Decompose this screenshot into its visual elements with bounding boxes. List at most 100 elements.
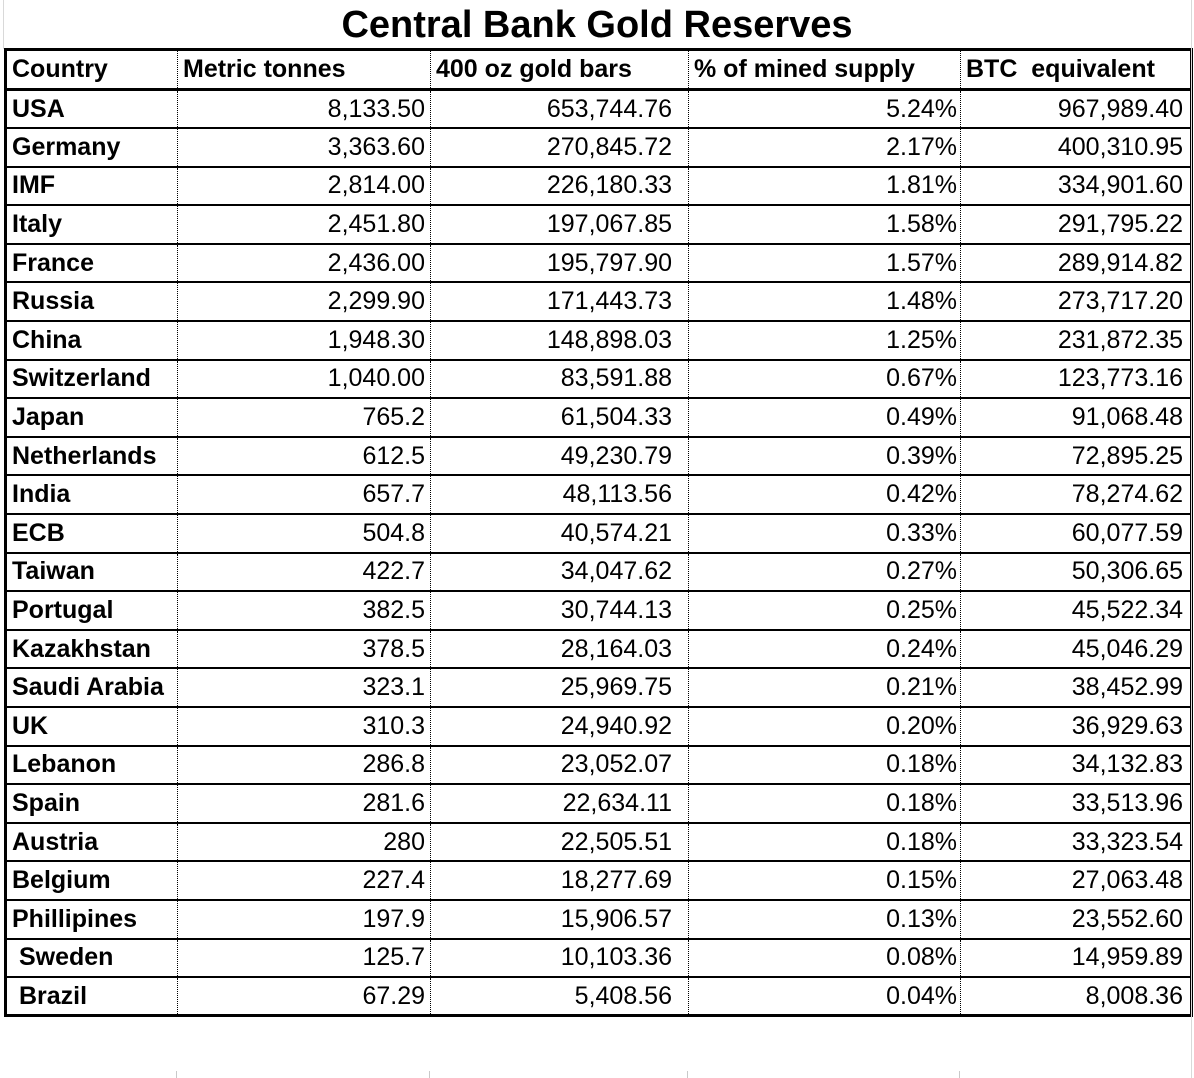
cell-gold-bars: 197,067.85: [430, 204, 689, 245]
cell-gold-bars: 83,591.88: [430, 358, 689, 400]
cell-btc-equivalent: 967,989.40: [960, 88, 1192, 130]
table-row: Phillipines 197.9 15,906.57 0.13% 23,552.60: [5, 898, 1192, 940]
table-row: Taiwan 422.7 34,047.62 0.27% 50,306.65: [5, 551, 1192, 593]
cell-mined-supply: 0.27%: [688, 551, 961, 593]
cell-mined-supply: 0.49%: [688, 397, 961, 438]
col-header-mined-supply: % of mined supply: [688, 48, 961, 91]
cell-mined-supply: 0.39%: [688, 435, 961, 477]
cell-metric-tonnes: 280: [177, 821, 431, 863]
cell-gold-bars: 15,906.57: [430, 898, 689, 940]
cell-mined-supply: 0.04%: [688, 976, 961, 1017]
cell-gold-bars: 270,845.72: [430, 127, 689, 168]
cell-mined-supply: 1.58%: [688, 204, 961, 245]
cell-country: Germany: [5, 127, 178, 168]
cell-metric-tonnes: 378.5: [177, 628, 431, 670]
cell-metric-tonnes: 310.3: [177, 706, 431, 747]
cell-mined-supply: 0.67%: [688, 358, 961, 400]
cell-btc-equivalent: 291,795.22: [960, 204, 1192, 245]
cell-gold-bars: 226,180.33: [430, 165, 689, 207]
table-row: ECB 504.8 40,574.21 0.33% 60,077.59: [5, 513, 1192, 554]
cell-country: Kazakhstan: [5, 628, 178, 670]
cell-btc-equivalent: 289,914.82: [960, 242, 1192, 284]
cell-gold-bars: 10,103.36: [430, 937, 689, 979]
cell-metric-tonnes: 422.7: [177, 551, 431, 593]
cell-gold-bars: 22,634.11: [430, 783, 689, 824]
cell-btc-equivalent: 60,077.59: [960, 513, 1192, 554]
cell-gold-bars: 48,113.56: [430, 474, 689, 516]
spreadsheet-gridline-tick: [176, 1071, 177, 1078]
cell-metric-tonnes: 125.7: [177, 937, 431, 979]
cell-gold-bars: 5,408.56: [430, 976, 689, 1017]
table-row: Switzerland 1,040.00 83,591.88 0.67% 123,773…: [5, 358, 1192, 400]
cell-mined-supply: 0.13%: [688, 898, 961, 940]
cell-btc-equivalent: 91,068.48: [960, 397, 1192, 438]
cell-country: Sweden: [5, 937, 178, 979]
cell-gold-bars: 61,504.33: [430, 397, 689, 438]
cell-btc-equivalent: 123,773.16: [960, 358, 1192, 400]
cell-btc-equivalent: 27,063.48: [960, 860, 1192, 901]
cell-country: Japan: [5, 397, 178, 438]
table-body: USA 8,133.50 653,744.76 5.24% 967,989.40 Germ…: [5, 88, 1192, 1017]
cell-btc-equivalent: 45,046.29: [960, 628, 1192, 670]
cell-mined-supply: 0.24%: [688, 628, 961, 670]
cell-mined-supply: 0.21%: [688, 667, 961, 708]
table-row: Sweden 125.7 10,103.36 0.08% 14,959.89: [5, 937, 1192, 979]
cell-btc-equivalent: 50,306.65: [960, 551, 1192, 593]
cell-gold-bars: 30,744.13: [430, 590, 689, 631]
table-header-row: Country Metric tonnes 400 oz gold bars %…: [5, 48, 1192, 91]
table-row: India 657.7 48,113.56 0.42% 78,274.62: [5, 474, 1192, 516]
spreadsheet-gridline-tick: [959, 1071, 960, 1078]
spreadsheet-gridline-tick: [429, 1071, 430, 1078]
cell-metric-tonnes: 1,948.30: [177, 320, 431, 361]
table-row: Saudi Arabia 323.1 25,969.75 0.21% 38,452.99: [5, 667, 1192, 708]
cell-metric-tonnes: 3,363.60: [177, 127, 431, 168]
cell-metric-tonnes: 323.1: [177, 667, 431, 708]
cell-mined-supply: 1.25%: [688, 320, 961, 361]
table-row: IMF 2,814.00 226,180.33 1.81% 334,901.60: [5, 165, 1192, 207]
cell-btc-equivalent: 78,274.62: [960, 474, 1192, 516]
cell-metric-tonnes: 2,814.00: [177, 165, 431, 207]
cell-metric-tonnes: 67.29: [177, 976, 431, 1017]
cell-gold-bars: 25,969.75: [430, 667, 689, 708]
cell-btc-equivalent: 36,929.63: [960, 706, 1192, 747]
cell-country: USA: [5, 88, 178, 130]
spreadsheet-gridline-left: [3, 0, 4, 49]
cell-country: UK: [5, 706, 178, 747]
cell-metric-tonnes: 2,451.80: [177, 204, 431, 245]
cell-country: Taiwan: [5, 551, 178, 593]
cell-metric-tonnes: 1,040.00: [177, 358, 431, 400]
table-row: Spain 281.6 22,634.11 0.18% 33,513.96: [5, 783, 1192, 824]
cell-country: ECB: [5, 513, 178, 554]
cell-mined-supply: 0.18%: [688, 783, 961, 824]
cell-mined-supply: 0.33%: [688, 513, 961, 554]
cell-gold-bars: 40,574.21: [430, 513, 689, 554]
cell-metric-tonnes: 657.7: [177, 474, 431, 516]
table-row: Netherlands 612.5 49,230.79 0.39% 72,895.25: [5, 435, 1192, 477]
table-row: UK 310.3 24,940.92 0.20% 36,929.63: [5, 706, 1192, 747]
cell-mined-supply: 2.17%: [688, 127, 961, 168]
cell-mined-supply: 0.18%: [688, 744, 961, 786]
cell-mined-supply: 0.20%: [688, 706, 961, 747]
cell-metric-tonnes: 227.4: [177, 860, 431, 901]
cell-btc-equivalent: 23,552.60: [960, 898, 1192, 940]
table-row: Belgium 227.4 18,277.69 0.15% 27,063.48: [5, 860, 1192, 901]
cell-mined-supply: 1.57%: [688, 242, 961, 284]
cell-country: India: [5, 474, 178, 516]
cell-country: France: [5, 242, 178, 284]
cell-country: Italy: [5, 204, 178, 245]
cell-metric-tonnes: 286.8: [177, 744, 431, 786]
cell-country: Spain: [5, 783, 178, 824]
table-row: Germany 3,363.60 270,845.72 2.17% 400,310.95: [5, 127, 1192, 168]
cell-gold-bars: 171,443.73: [430, 281, 689, 323]
cell-country: Saudi Arabia: [5, 667, 178, 708]
cell-gold-bars: 49,230.79: [430, 435, 689, 477]
cell-btc-equivalent: 33,513.96: [960, 783, 1192, 824]
cell-country: Switzerland: [5, 358, 178, 400]
cell-metric-tonnes: 281.6: [177, 783, 431, 824]
cell-gold-bars: 23,052.07: [430, 744, 689, 786]
cell-metric-tonnes: 2,299.90: [177, 281, 431, 323]
cell-btc-equivalent: 33,323.54: [960, 821, 1192, 863]
cell-mined-supply: 0.25%: [688, 590, 961, 631]
cell-gold-bars: 18,277.69: [430, 860, 689, 901]
spreadsheet-gridline-tick: [687, 1071, 688, 1078]
